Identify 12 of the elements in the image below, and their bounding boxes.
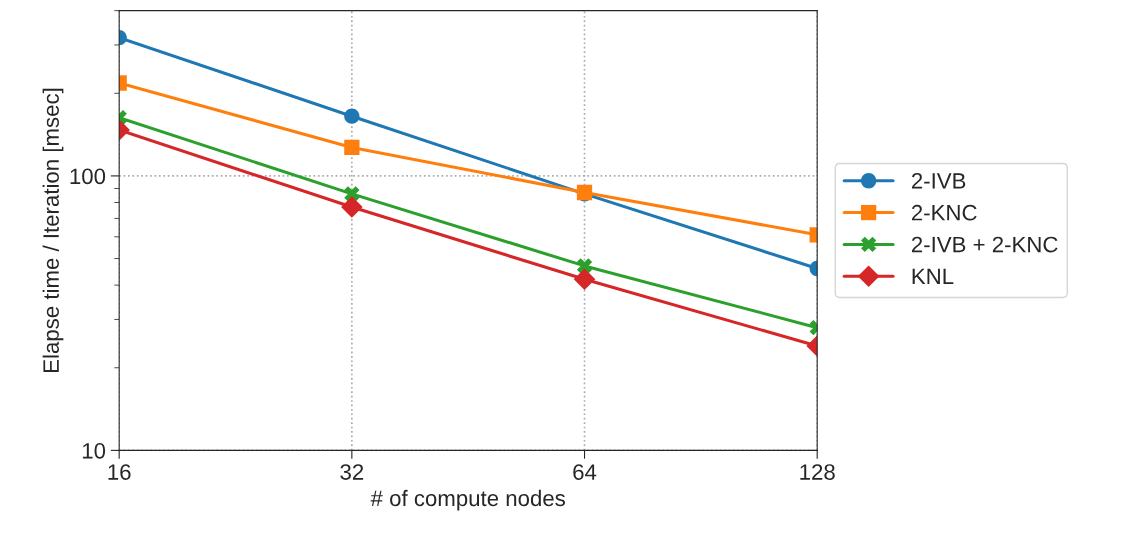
legend-label: 2-IVB + 2-KNC <box>911 236 1058 253</box>
x-tick-label: 32 <box>340 464 364 480</box>
legend-label: KNL <box>912 268 954 285</box>
legend-label: 2-KNC <box>911 204 977 221</box>
x-tick-label: 128 <box>800 464 835 480</box>
legend-label: 2-IVB <box>911 173 966 189</box>
y-tick-label: 100 <box>70 168 106 185</box>
x-axis-title: # of compute nodes <box>370 489 565 511</box>
x-tick-label: 64 <box>573 464 597 480</box>
y-tick-label: 10 <box>82 442 106 459</box>
x-tick-label: 16 <box>108 464 131 480</box>
y-axis-title: Elapse time / Iteration [msec] <box>42 88 64 372</box>
